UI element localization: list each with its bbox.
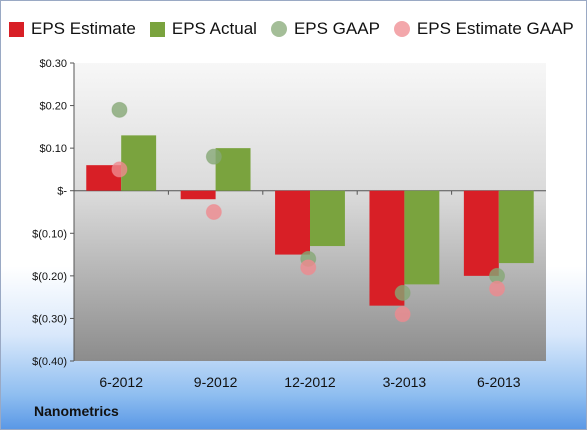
legend-swatch-eps-actual — [149, 21, 165, 37]
legend-swatch-eps-gaap — [270, 21, 287, 37]
legend-item-eps-estimate: EPS Estimate — [9, 19, 136, 39]
y-tick-label: $0.10 — [39, 143, 67, 155]
y-tick-label: $(0.10) — [32, 228, 67, 240]
point-eps-gaap — [111, 101, 128, 118]
legend-item-eps-gaap: EPS GAAP — [270, 19, 380, 39]
x-tick-label: 12-2012 — [284, 374, 336, 390]
legend-label-eps-estimate: EPS Estimate — [31, 19, 136, 38]
y-tick-label: $- — [57, 186, 67, 198]
legend-item-eps-actual: EPS Actual — [149, 19, 257, 39]
point-eps-gaap — [205, 148, 222, 165]
y-tick-label: $0.30 — [39, 58, 67, 70]
chart-legend: EPS Estimate EPS Actual EPS GAAP EPS Est… — [9, 18, 587, 40]
legend-label-eps-estimate-gaap: EPS Estimate GAAP — [416, 19, 574, 38]
y-tick-label: $(0.30) — [32, 313, 67, 325]
x-tick-label: 6-2013 — [477, 374, 521, 390]
bar-eps-actual — [310, 190, 345, 247]
y-tick-label: $(0.20) — [32, 271, 67, 283]
x-tick-label: 9-2012 — [194, 374, 238, 390]
bar-eps-estimate — [275, 190, 310, 255]
legend-swatch-eps-estimate — [9, 21, 24, 37]
bar-eps-actual — [404, 190, 440, 285]
legend-label-eps-gaap: EPS GAAP — [293, 19, 380, 38]
bar-eps-estimate — [463, 190, 499, 276]
point-eps-estimate-gaap — [300, 259, 317, 276]
company-label: Nanometrics — [34, 403, 119, 419]
point-eps-estimate-gaap — [394, 306, 411, 323]
point-eps-estimate-gaap — [205, 204, 222, 220]
point-eps-gaap — [394, 284, 411, 301]
bar-eps-actual — [121, 135, 157, 191]
legend-item-eps-estimate-gaap: EPS Estimate GAAP — [393, 19, 574, 39]
x-tick-label: 6-2012 — [99, 374, 143, 390]
bar-eps-actual — [498, 190, 534, 264]
y-tick-label: $0.20 — [39, 101, 67, 113]
y-tick-label: $(0.40) — [32, 356, 67, 368]
point-eps-estimate-gaap — [489, 280, 506, 297]
legend-swatch-eps-estimate-gaap — [393, 21, 410, 37]
bar-eps-estimate — [180, 190, 216, 200]
point-eps-estimate-gaap — [111, 161, 128, 178]
x-tick-label: 3-2013 — [383, 374, 427, 390]
legend-label-eps-actual: EPS Actual — [171, 19, 257, 38]
